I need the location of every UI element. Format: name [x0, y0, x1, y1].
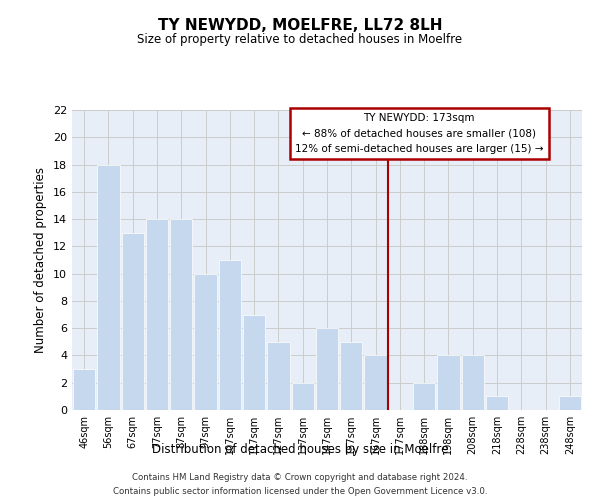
Bar: [437, 356, 460, 410]
Bar: [267, 342, 290, 410]
Bar: [486, 396, 508, 410]
Bar: [122, 232, 144, 410]
Text: Distribution of detached houses by size in Moelfre: Distribution of detached houses by size …: [152, 442, 448, 456]
Bar: [194, 274, 217, 410]
Bar: [170, 219, 193, 410]
Bar: [316, 328, 338, 410]
Text: TY NEWYDD: 173sqm
← 88% of detached houses are smaller (108)
12% of semi-detache: TY NEWYDD: 173sqm ← 88% of detached hous…: [295, 112, 544, 154]
Bar: [413, 382, 436, 410]
Bar: [73, 369, 95, 410]
Bar: [243, 314, 265, 410]
Y-axis label: Number of detached properties: Number of detached properties: [34, 167, 47, 353]
Text: Contains HM Land Registry data © Crown copyright and database right 2024.: Contains HM Land Registry data © Crown c…: [132, 472, 468, 482]
Text: TY NEWYDD, MOELFRE, LL72 8LH: TY NEWYDD, MOELFRE, LL72 8LH: [158, 18, 442, 32]
Text: Size of property relative to detached houses in Moelfre: Size of property relative to detached ho…: [137, 32, 463, 46]
Bar: [340, 342, 362, 410]
Bar: [559, 396, 581, 410]
Text: Contains public sector information licensed under the Open Government Licence v3: Contains public sector information licen…: [113, 488, 487, 496]
Bar: [218, 260, 241, 410]
Bar: [97, 164, 119, 410]
Bar: [292, 382, 314, 410]
Bar: [461, 356, 484, 410]
Bar: [364, 356, 387, 410]
Bar: [146, 219, 168, 410]
